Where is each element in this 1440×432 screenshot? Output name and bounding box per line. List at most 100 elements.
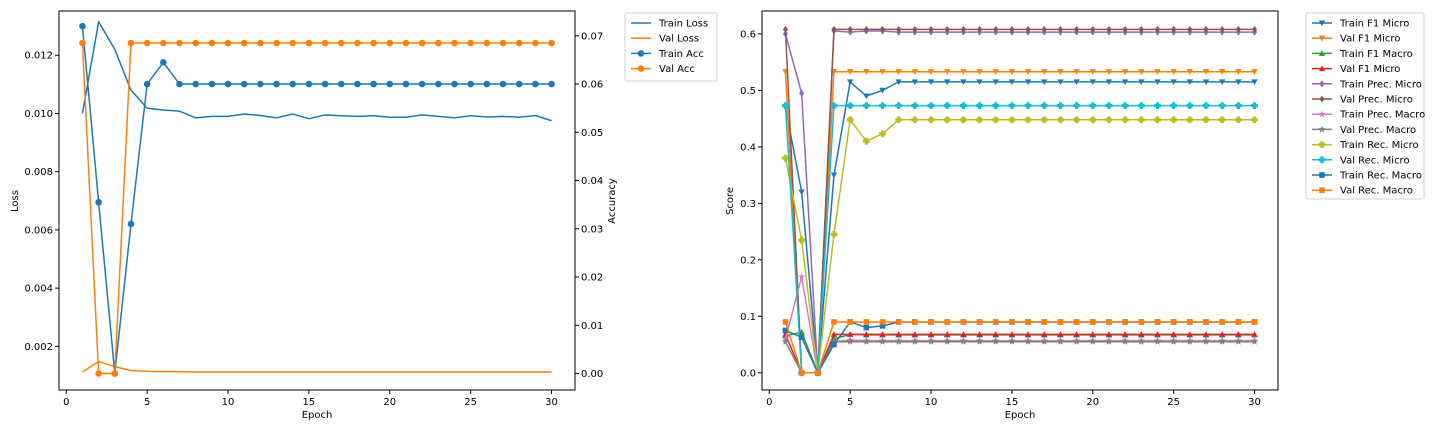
data-point: [224, 39, 232, 47]
data-point: [846, 337, 854, 345]
data-point: [1008, 116, 1016, 124]
data-point: [1235, 69, 1242, 75]
data-point: [1251, 319, 1258, 325]
data-point: [532, 39, 539, 47]
data-point: [879, 87, 886, 94]
data-point: [815, 369, 821, 376]
data-point: [1187, 25, 1193, 33]
legend-item-val-prec-macro: Val Prec. Macro: [1312, 125, 1416, 136]
legend-item-val-f1-micro: Val F1 Micro: [1312, 34, 1400, 45]
data-point: [418, 80, 426, 88]
legend-item-train-acc: Train Acc: [631, 49, 704, 60]
y2-tick-label: 0.05: [581, 128, 603, 139]
series-train-rec-micro-8: [782, 116, 1258, 377]
data-point: [1008, 79, 1016, 86]
data-point: [782, 319, 789, 325]
data-point: [1251, 102, 1258, 110]
data-point: [847, 25, 853, 33]
data-point: [1171, 25, 1177, 33]
data-point: [1186, 337, 1194, 345]
data-point: [863, 331, 870, 337]
data-point: [782, 102, 789, 110]
data-point: [879, 130, 886, 138]
data-point: [1025, 319, 1031, 325]
data-point: [1057, 319, 1064, 325]
data-point: [160, 39, 167, 47]
data-point: [1251, 69, 1258, 75]
data-point: [1219, 319, 1225, 325]
left-y2-ticks: 0.00 0.01 0.02 0.03 0.04 0.05 0.06 0.07: [575, 31, 603, 380]
legend-label: Train Rec. Micro: [1339, 140, 1419, 151]
data-point: [289, 80, 297, 88]
data-point: [862, 102, 870, 110]
data-point: [1235, 331, 1242, 337]
data-point: [1121, 69, 1129, 75]
legend-marker: [1318, 65, 1326, 72]
data-point: [799, 89, 805, 97]
series-val-f1-micro-1: [782, 69, 1258, 376]
data-point: [1057, 116, 1064, 124]
legend-marker: [1318, 125, 1326, 133]
y-tick-label: 0.006: [24, 225, 53, 236]
data-point: [1041, 319, 1048, 325]
legend-marker: [637, 65, 645, 72]
data-point: [79, 22, 86, 30]
data-point: [402, 39, 410, 47]
x-tick-label: 20: [1086, 397, 1099, 408]
y-tick-label: 0.002: [24, 342, 53, 353]
data-point: [1041, 331, 1048, 337]
data-point: [354, 80, 361, 88]
data-point: [1186, 116, 1194, 124]
data-point: [386, 80, 394, 88]
series-line: [784, 70, 1255, 374]
data-point: [798, 272, 806, 280]
data-point: [976, 69, 983, 75]
data-point: [1057, 331, 1064, 337]
data-point: [1187, 319, 1193, 325]
legend-marker: [1318, 20, 1326, 27]
data-point: [944, 69, 951, 75]
data-point: [992, 69, 999, 75]
data-point: [976, 79, 983, 86]
legend-label: Val Prec. Macro: [1340, 125, 1416, 136]
series-val-prec-micro-5: [782, 25, 1258, 377]
y-tick-label: 0.2: [740, 255, 756, 266]
data-point: [1218, 116, 1226, 124]
data-point: [976, 319, 983, 325]
data-point: [1105, 102, 1113, 110]
data-point: [1089, 337, 1097, 345]
data-point: [1025, 25, 1031, 33]
data-point: [451, 80, 458, 88]
data-point: [1008, 337, 1016, 345]
series-val-loss-1: [82, 360, 552, 373]
legend-item-train-prec-micro: Train Prec. Micro: [1312, 79, 1422, 90]
data-point: [863, 324, 870, 331]
data-point: [224, 80, 232, 88]
data-point: [1138, 25, 1144, 33]
data-point: [127, 39, 135, 47]
data-point: [960, 25, 966, 33]
data-point: [846, 116, 854, 124]
data-point: [960, 319, 967, 325]
data-point: [1008, 331, 1016, 337]
series-line: [784, 340, 1255, 374]
legend-item-val-f1-micro: Val F1 Micro: [1312, 64, 1400, 75]
data-point: [1073, 116, 1081, 124]
data-point: [1203, 319, 1209, 325]
data-point: [879, 69, 886, 75]
data-point: [548, 39, 555, 47]
data-point: [1202, 69, 1210, 75]
data-point: [208, 39, 216, 47]
series-line: [81, 21, 552, 122]
data-point: [1024, 69, 1032, 75]
data-point: [960, 69, 967, 75]
data-point: [1105, 331, 1113, 337]
data-point: [1056, 337, 1065, 345]
series-val-rec-macro-11: [782, 319, 1258, 376]
data-point: [992, 319, 999, 325]
data-point: [1089, 69, 1096, 75]
data-point: [1090, 25, 1096, 33]
data-point: [532, 80, 539, 88]
data-point: [782, 25, 789, 33]
data-point: [483, 39, 491, 47]
